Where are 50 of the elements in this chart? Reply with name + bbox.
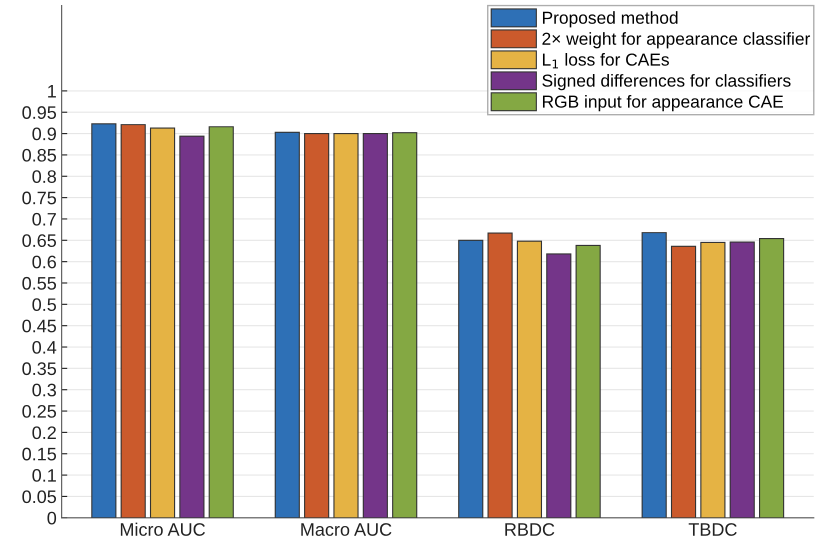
legend-label: RGB input for appearance CAE (542, 95, 784, 112)
x-tick-label: TBDC (688, 523, 737, 536)
bar (516, 240, 542, 518)
y-tick-label: 0.95 (22, 106, 56, 119)
bar (362, 133, 388, 518)
bar (304, 133, 330, 518)
y-tick-label: 0.85 (22, 148, 56, 162)
legend-label: Proposed method (542, 11, 678, 28)
bar (120, 124, 146, 518)
legend-label: 2× weight for appearance classifier (542, 32, 810, 48)
y-tick-label: 0.35 (22, 362, 56, 376)
y-tick-label: 0.7 (32, 212, 56, 226)
bar (392, 132, 418, 518)
bar (274, 132, 300, 518)
bar (150, 127, 176, 518)
bar (730, 241, 755, 518)
y-tick-label: 0.5 (32, 298, 56, 312)
bar (488, 232, 513, 518)
y-tick-label: 0 (47, 512, 56, 524)
y-tick-label: 0.75 (22, 192, 56, 204)
x-tick-label: Macro AUC (301, 523, 392, 536)
y-tick-label: 0.15 (22, 448, 56, 460)
y-tick-label: 0.05 (22, 490, 56, 504)
bar (546, 253, 572, 518)
x-tick-label: RBDC (505, 523, 554, 536)
bar (179, 136, 204, 518)
y-tick-label: 0.9 (32, 128, 56, 140)
y-tick-label: 0.6 (32, 256, 56, 268)
x-tick-label: Micro AUC (120, 522, 205, 536)
legend-label: L$_{1}$ loss for CAEs (542, 53, 669, 68)
bar (208, 126, 234, 518)
bar (576, 244, 601, 518)
y-tick-label: 0.1 (32, 469, 56, 482)
bar (759, 238, 784, 518)
bar (700, 242, 726, 518)
bar (333, 133, 359, 518)
y-tick-label: 0.2 (32, 426, 56, 440)
bar (91, 123, 116, 518)
y-tick-label: 0.4 (32, 340, 56, 354)
bar (642, 232, 667, 518)
y-tick-label: 0.8 (32, 170, 56, 183)
y-tick-label: 0.55 (22, 276, 56, 290)
y-tick-label: 0.25 (22, 404, 56, 418)
y-tick-label: 0.3 (32, 384, 56, 396)
bar (670, 246, 696, 518)
y-tick-label: 0.65 (22, 234, 56, 248)
bar (458, 240, 484, 518)
legend-label: Signed differences for classifiers (542, 74, 791, 90)
y-tick-label: 1 (48, 85, 56, 98)
y-tick-label: 0.45 (22, 320, 56, 332)
